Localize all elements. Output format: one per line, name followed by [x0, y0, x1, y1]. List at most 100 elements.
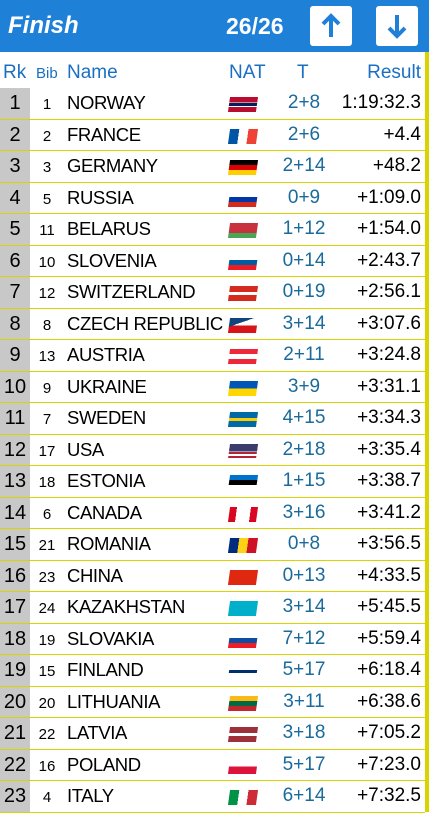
shooting: 3+16 [282, 501, 326, 523]
shooting: 3+14 [282, 596, 326, 617]
country: NORWAY [67, 92, 146, 113]
rank: 12 [0, 434, 30, 465]
result-row: 20 20 LITHUANIA 3+11 +6:38.6 [0, 686, 425, 718]
shooting: 3+18 [282, 722, 326, 743]
counter: 26/26 [226, 13, 284, 39]
country: ITALY [67, 785, 114, 806]
country: SLOVENIA [67, 249, 157, 271]
bib: 19 [38, 631, 56, 649]
up-button[interactable] [310, 6, 352, 46]
bib: 9 [42, 379, 52, 397]
country: CANADA [67, 501, 142, 523]
result-row: 8 8 CZECH REPUBLIC 3+14 +3:07.6 [0, 308, 425, 340]
result: +48.2 [372, 155, 421, 176]
rank: 17 [0, 592, 30, 623]
bib: 18 [38, 474, 56, 491]
flag [227, 443, 259, 459]
flag [227, 223, 259, 238]
bib: 23 [38, 568, 56, 586]
result: 1:19:32.3 [341, 92, 421, 113]
flag [227, 727, 259, 742]
country: ROMANIA [67, 533, 151, 554]
rank: 10 [0, 371, 30, 402]
flag [227, 695, 259, 711]
result-row: 10 9 UKRAINE 3+9 +3:31.1 [0, 371, 425, 403]
flag [227, 191, 259, 207]
edge [425, 52, 429, 812]
bib: 15 [38, 663, 56, 680]
bib: 1 [42, 96, 52, 113]
country: SWITZERLAND [67, 281, 196, 302]
country: ESTONIA [67, 470, 146, 491]
result: +7:23.0 [357, 753, 421, 775]
shooting: 0+14 [282, 249, 326, 271]
column-label: NAT [229, 62, 266, 83]
country: SLOVAKIA [67, 627, 154, 649]
country: AUSTRIA [67, 344, 145, 365]
result: +3:31.1 [357, 375, 421, 397]
rank: 1 [0, 88, 30, 119]
up-icon [321, 13, 341, 37]
column-header: Rk Bib Name NAT T Result [0, 52, 429, 88]
bib: 6 [42, 505, 52, 523]
result: +3:38.7 [357, 470, 421, 491]
result-row: 21 22 LATVIA 3+18 +7:05.2 [0, 718, 425, 750]
rank: 15 [0, 529, 30, 560]
flag [227, 412, 259, 427]
country: RUSSIA [67, 186, 134, 208]
result: +3:41.2 [357, 501, 421, 523]
bib: 2 [42, 127, 52, 145]
country: UKRAINE [67, 375, 147, 397]
flag [227, 475, 259, 490]
result: +3:56.5 [357, 533, 421, 554]
bib: 21 [38, 537, 56, 554]
rank: 22 [0, 749, 30, 780]
bib: 13 [38, 348, 56, 365]
column-label: Bib [36, 65, 58, 82]
rank: 6 [0, 245, 30, 276]
result-row: 16 23 CHINA 0+13 +4:33.5 [0, 560, 425, 592]
result-row: 2 2 FRANCE 2+6 +4.4 [0, 119, 425, 151]
result-row: 17 24 KAZAKHSTAN 3+14 +5:45.5 [0, 592, 425, 624]
rank: 9 [0, 340, 30, 371]
column-label: Result [367, 62, 421, 83]
result-row: 15 21 ROMANIA 0+8 +3:56.5 [0, 529, 425, 561]
down-button[interactable] [376, 6, 418, 46]
rank: 11 [0, 403, 30, 434]
shooting: 7+12 [282, 627, 326, 649]
bib: 3 [42, 159, 52, 176]
bib: 17 [38, 442, 56, 460]
shooting: 5+17 [282, 659, 326, 680]
flag [227, 601, 259, 616]
shooting: 0+9 [287, 186, 321, 208]
bib: 5 [42, 190, 52, 208]
result: +5:59.4 [357, 627, 421, 649]
result: +7:32.5 [357, 785, 421, 806]
result: +1:09.0 [357, 186, 421, 208]
country: GERMANY [67, 155, 158, 176]
flag [227, 349, 259, 364]
result: +4.4 [383, 123, 421, 145]
rank: 7 [0, 277, 30, 308]
country: CZECH REPUBLIC [67, 312, 223, 334]
bib: 20 [38, 694, 56, 712]
shooting: 2+14 [282, 155, 326, 176]
bib: 7 [42, 411, 52, 428]
country: BELARUS [67, 218, 151, 239]
shooting: 5+17 [282, 753, 326, 775]
result-row: 14 6 CANADA 3+16 +3:41.2 [0, 497, 425, 529]
bib: 22 [38, 726, 56, 743]
rank: 16 [0, 560, 30, 591]
flag [227, 506, 259, 522]
rank: 8 [0, 308, 30, 339]
rank: 4 [0, 182, 30, 213]
flag [227, 160, 259, 175]
result-row: 9 13 AUSTRIA 2+11 +3:24.8 [0, 340, 425, 372]
bib: 12 [38, 285, 56, 302]
result-row: 18 19 SLOVAKIA 7+12 +5:59.4 [0, 623, 425, 655]
rank: 2 [0, 119, 30, 150]
rank: 21 [0, 718, 30, 749]
shooting: 0+13 [282, 564, 326, 586]
shooting: 3+9 [287, 375, 321, 397]
